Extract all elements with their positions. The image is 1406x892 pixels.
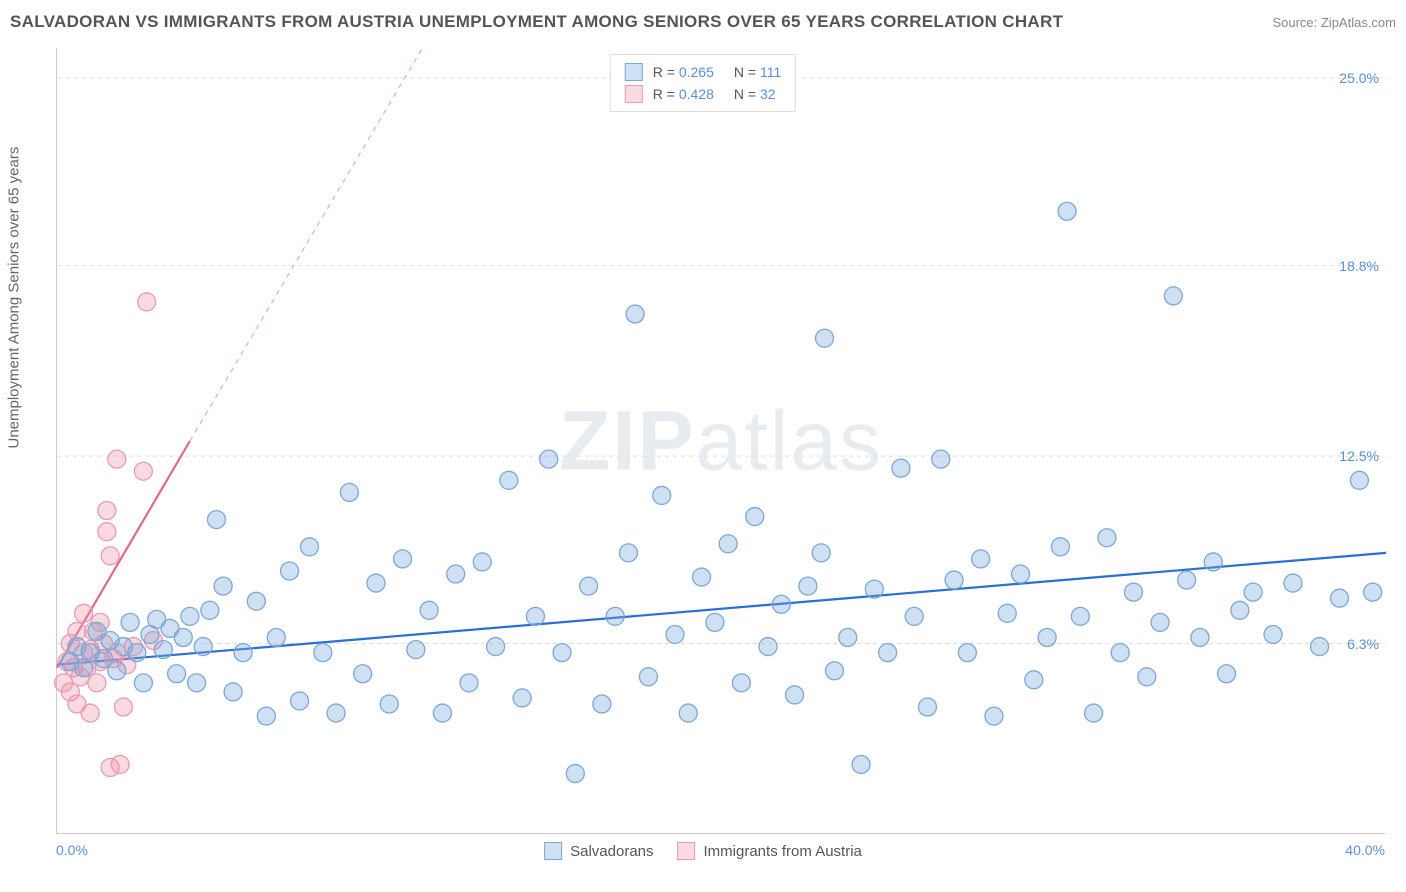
y-tick: 18.8% — [1339, 258, 1379, 274]
plot-area: ZIPatlas 6.3%12.5%18.8%25.0% — [56, 48, 1385, 834]
legend-n-value-1: 32 — [760, 86, 776, 102]
series-name-1: Immigrants from Austria — [704, 843, 862, 860]
legend-row-series-0: R = 0.265 N = 111 — [625, 61, 781, 83]
source-prefix: Source: — [1272, 15, 1320, 30]
y-tick: 12.5% — [1339, 448, 1379, 464]
legend-row-series-1: R = 0.428 N = 32 — [625, 83, 781, 105]
y-axis-label: Unemployment Among Seniors over 65 years — [6, 147, 23, 449]
title-bar: SALVADORAN VS IMMIGRANTS FROM AUSTRIA UN… — [10, 12, 1396, 32]
series-legend: Salvadorans Immigrants from Austria — [544, 842, 862, 860]
series-swatch-1 — [678, 842, 696, 860]
legend-n-label: N = — [734, 86, 756, 102]
legend-n-value-0: 111 — [760, 64, 781, 80]
series-name-0: Salvadorans — [570, 843, 653, 860]
legend-n-label: N = — [734, 64, 756, 80]
correlation-chart: SALVADORAN VS IMMIGRANTS FROM AUSTRIA UN… — [0, 0, 1406, 892]
y-tick: 6.3% — [1347, 636, 1379, 652]
legend-r-value-1: 0.428 — [679, 86, 714, 102]
legend-r-label: R = — [653, 86, 675, 102]
legend-swatch-0 — [625, 63, 643, 81]
series-swatch-0 — [544, 842, 562, 860]
x-tick-min: 0.0% — [56, 842, 88, 858]
y-tick: 25.0% — [1339, 70, 1379, 86]
source-link[interactable]: ZipAtlas.com — [1321, 15, 1396, 30]
correlation-legend: R = 0.265 N = 111 R = 0.428 N = 32 — [610, 54, 796, 112]
legend-swatch-1 — [625, 85, 643, 103]
series-legend-item-1: Immigrants from Austria — [678, 842, 862, 860]
x-tick-max: 40.0% — [1345, 842, 1385, 858]
legend-r-0: R = 0.265 — [653, 64, 714, 80]
series-legend-item-0: Salvadorans — [544, 842, 653, 860]
legend-n-0: N = 111 — [734, 64, 781, 80]
legend-r-value-0: 0.265 — [679, 64, 714, 80]
legend-r-1: R = 0.428 — [653, 86, 714, 102]
chart-title: SALVADORAN VS IMMIGRANTS FROM AUSTRIA UN… — [10, 12, 1063, 32]
source: Source: ZipAtlas.com — [1272, 15, 1396, 30]
legend-r-label: R = — [653, 64, 675, 80]
legend-n-1: N = 32 — [734, 86, 776, 102]
plot-svg — [57, 48, 1386, 834]
